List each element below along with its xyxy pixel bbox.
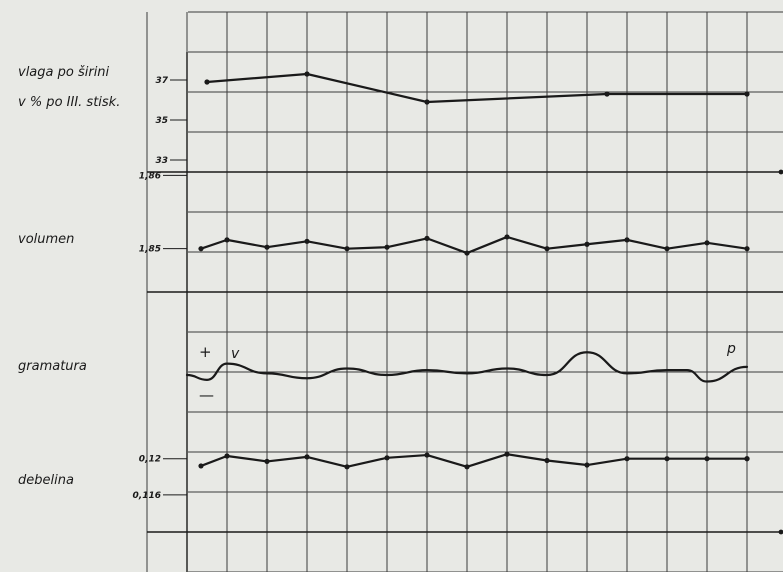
data-point: [198, 246, 204, 252]
label-vlaga: vlaga po širini v % po III. stisk.: [18, 50, 120, 125]
tick-label: 35: [155, 116, 168, 126]
data-point: [424, 452, 430, 458]
data-point: [264, 244, 270, 250]
label-debelina: debelina: [18, 473, 74, 488]
data-point: [344, 464, 350, 470]
data-point: [664, 246, 670, 252]
data-point: [624, 456, 630, 462]
data-point: [544, 246, 550, 252]
data-point: [504, 451, 510, 457]
series-line-1: [199, 235, 749, 255]
data-point: [304, 238, 310, 244]
tick-label: 0,116: [133, 491, 161, 501]
data-point: [744, 456, 750, 462]
data-point: [704, 240, 710, 246]
series-line-3: [199, 453, 749, 468]
tick-label: 37: [155, 76, 168, 86]
tick-label: 1,86: [139, 171, 161, 181]
data-point: [744, 246, 750, 252]
data-point: [204, 79, 210, 85]
data-point: [384, 244, 390, 250]
grid: [146, 11, 783, 572]
data-point: [344, 246, 350, 252]
data-point: [664, 456, 670, 462]
data-point: [198, 463, 204, 469]
minus-annotation: —: [199, 386, 214, 404]
series-layer: [185, 71, 750, 470]
data-point: [224, 237, 230, 243]
series-line-2: [185, 351, 749, 383]
data-point: [504, 234, 510, 240]
tick-labels: 37 35 33 1,86 1,85 0,12 0,116: [133, 76, 187, 501]
data-point: [224, 453, 230, 459]
tick-label: 33: [155, 156, 168, 166]
data-point: [704, 456, 710, 462]
plus-annotation: +: [199, 343, 212, 361]
data-point: [304, 454, 310, 460]
data-point: [424, 235, 430, 241]
data-point: [624, 237, 630, 243]
tick-label: 0,12: [139, 455, 161, 465]
data-point: [464, 250, 470, 256]
data-point: [584, 241, 590, 247]
data-point: [584, 462, 590, 468]
data-point: [544, 457, 550, 464]
label-gramatura: gramatura: [18, 359, 87, 374]
data-point: [424, 99, 430, 105]
v-annotation: v: [231, 346, 240, 362]
label-vlaga-line1: vlaga po širini: [18, 65, 110, 80]
label-volumen: volumen: [18, 232, 75, 247]
annotations: + — v p: [199, 341, 736, 404]
label-vlaga-line2: v % po III. stisk.: [18, 95, 121, 110]
p-annotation: p: [726, 341, 736, 357]
data-point: [264, 458, 270, 465]
data-point: [604, 91, 610, 97]
data-point: [464, 464, 470, 470]
data-point: [744, 91, 750, 97]
edge-marker: [778, 529, 783, 535]
tick-label: 1,85: [139, 245, 161, 255]
edge-marker: [778, 169, 783, 175]
series-line-0: [205, 72, 749, 104]
data-point: [384, 455, 390, 461]
data-point: [304, 71, 310, 77]
